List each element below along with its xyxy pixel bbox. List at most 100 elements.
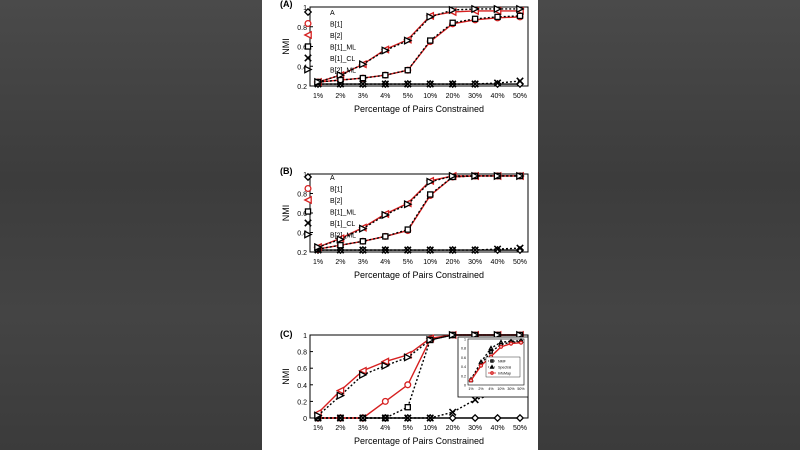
panel-2-point-5-6 [448,330,458,340]
panel-2-point-1-4 [404,381,412,389]
panel-1-legend-marker-5 [304,230,313,239]
panel-0-series-line-3 [317,15,521,83]
panel-0-point-5-5 [426,12,435,22]
panel-0-point-5-7 [471,4,480,14]
panel-2-point-3-4 [404,403,411,411]
panel-0-point-4-9 [516,77,524,85]
panel-2-xtick-label-5: 10% [423,425,437,432]
panel-1-legend-entry-2: B[2] [303,195,343,205]
panel-0-legend-entry-1: B[1] [304,19,343,29]
panel-2-inset-point-0-2 [489,349,493,354]
panel-1-point-5-9 [516,171,525,181]
panel-0-point-4-7 [471,80,479,88]
panel-1-ytick-label-2: 0.6 [297,211,307,218]
panel-2-ytick-label-1: 0.2 [297,399,307,406]
panel-0-label: (A) [280,0,293,9]
panel-2-xlabel: Percentage of Pairs Constrained [354,436,484,446]
panel-2-inset-ytick-2: 0.4 [461,365,466,369]
panel-1-point-5-8 [493,171,503,181]
panel-2-inset: 0 0.2 0.4 0.6 0.8 1 1% 2% 4% 10% 30% 50% NMF Spectral… [457,336,529,398]
panel-1-xtick-label-0: 1% [313,259,323,266]
panel-2-xtick-label-8: 40% [491,425,505,432]
panel-0-point-5-6 [448,5,458,15]
panel-1-point-5-4 [403,199,413,209]
panel-1-point-4-5 [426,246,434,254]
panel-2-ytick-label-3: 0.6 [297,366,307,373]
panel-1-series-line-5 [317,175,520,248]
panel-1-legend-marker-1 [304,184,312,193]
panel-1-legend-label-5: B[2]_ML [330,233,356,240]
panel-0-point-3-2 [359,74,367,82]
panel-0-point-3-7 [471,15,479,23]
panel-1-xtick-label-9: 50% [513,259,527,266]
panel-1-xtick-label-5: 10% [423,259,437,266]
panel-1-point-5-5 [426,177,435,187]
panel-1-point-5-0 [314,242,323,252]
panel-0-ylabel: NMI [281,38,291,55]
panel-2-inset-legend-marker-0 [490,359,494,363]
panel-2-point-0-9 [515,413,525,423]
panel-0-xtick-label-7: 30% [468,93,482,100]
panel-1-legend-entry-1: B[1] [304,184,343,194]
panel-1-point-4-4 [404,246,412,254]
panel-2-point-5-5 [426,335,435,345]
panel-2-point-5-4 [403,353,413,362]
panel-0-xtick-label-6: 20% [446,93,460,100]
panel-2-inset-point-2-3 [498,344,504,349]
panel-2-xtick-label-1: 2% [335,425,345,432]
panel-0-legend-marker-3 [304,43,312,50]
panel-0-xtick-label-2: 3% [358,93,368,100]
panel-0-legend-entry-0: A [303,7,335,17]
panel-2-ytick-label-0: 0 [303,416,307,423]
panel-0-xtick-label-3: 4% [380,93,390,100]
panel-2-point-2-1 [335,386,345,395]
panel-2-point-4-3 [381,414,390,422]
panel-1-point-4-3 [381,246,390,254]
panel-2-xtick-label-0: 1% [313,425,323,432]
panel-0-point-4-2 [359,80,367,88]
panel-1-point-4-8 [493,245,502,253]
panel-1-xtick-label-6: 20% [446,259,460,266]
panel-0-legend-entry-2: B[2] [303,30,343,40]
panel-0-legend-label-0: A [330,10,335,17]
panel-2-inset-xtick-3: 10% [497,387,505,391]
panel-0-point-3-5 [427,37,434,44]
panel-2-inset-point-2-5 [518,340,524,345]
panel-1-ytick-label-4: 1 [303,172,307,179]
panel-2-inset-legend-label-0: NMF [498,359,507,363]
panel-0-ytick-label-2: 0.6 [297,45,307,52]
panel-1-point-5-7 [471,171,480,181]
panel-1-legend-entry-4: B[1]_CL [304,219,355,228]
panel-2-point-4-5 [426,414,434,422]
panel-0-ytick-label-4: 1 [303,5,307,12]
panel-1-legend-marker-2 [303,195,312,205]
panel-0-point-3-6 [449,19,456,27]
panel-2-inset-ytick-1: 0.2 [461,374,466,378]
panel-0-xtick-label-9: 50% [513,93,527,100]
panel-1-legend-marker-3 [304,208,312,215]
panel-1-legend-entry-5: B[2]_ML [304,230,356,240]
panel-0-point-5-0 [314,77,323,87]
panel-1-point-3-3 [382,233,389,240]
panel-1-series-line-3 [317,175,520,250]
panel-0: (A) 0.2 0.4 0.6 0.8 1 1% 2% 3% 4% 5% 10% 20% 30% 40% 50… [280,0,529,114]
panel-1-xlabel: Percentage of Pairs Constrained [354,270,484,280]
panel-0-legend-label-3: B[1]_ML [330,45,356,52]
panel-2-inset-legend-marker-1 [489,364,495,369]
panel-0-ytick-label-1: 0.4 [297,64,307,71]
panel-2-inset-legend-box [485,356,521,378]
panel-0-point-4-3 [381,80,390,88]
panel-2-point-5-2 [359,370,368,380]
panel-2-inset-legend-label-1: Spectral [498,365,511,369]
panel-2-inset-point-1-2 [488,345,494,351]
panel-0-xtick-label-5: 10% [423,93,437,100]
panel-0-point-5-8 [493,4,503,14]
panel-2-point-4-2 [359,414,367,422]
panel-1-point-3-2 [359,238,367,245]
panel-1-point-3-5 [427,191,434,198]
panel-2-inset-frame [467,338,525,386]
panel-1-legend-label-2: B[2] [330,198,343,205]
panel-0-point-5-4 [403,36,413,45]
panel-0-legend-label-4: B[1]_CL [330,56,355,63]
panel-1-xtick-label-8: 40% [491,259,505,266]
